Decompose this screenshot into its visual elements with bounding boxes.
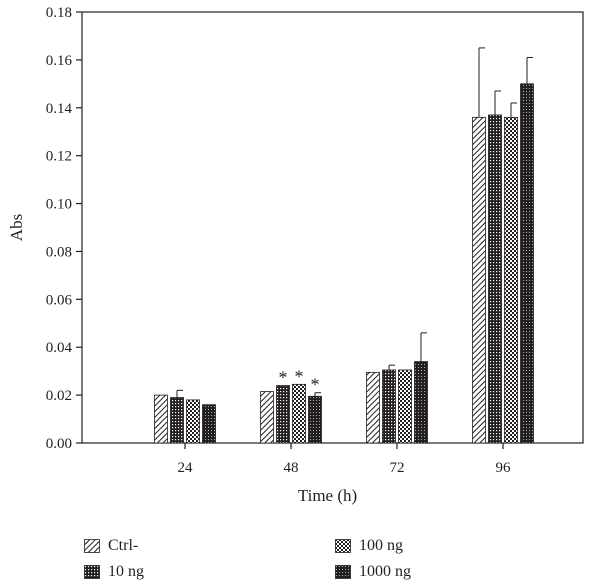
legend: Ctrl- 10 ng [80,535,580,587]
significance-marker: * [311,375,320,395]
bar [276,385,290,444]
bar [472,116,486,444]
y-tick-label: 0.08 [46,244,72,260]
x-tick-label: 48 [284,460,299,476]
legend-swatch [335,539,351,553]
bar [520,83,534,444]
legend-swatch [84,539,100,553]
bar [488,114,502,444]
bar [170,397,184,444]
legend-item: 10 ng [84,561,144,583]
plot-axes [76,11,584,449]
bar [398,369,412,444]
bar [366,371,380,444]
y-tick-label: 0.04 [46,340,73,356]
legend-label: 1000 ng [359,563,411,580]
legend-item: 1000 ng [335,561,411,583]
bar [154,394,168,444]
bar [308,395,322,444]
y-tick-label: 0.10 [46,197,72,213]
y-tick-label: 0.00 [46,436,72,452]
bar-chart: * * * 0.00 0.02 0.04 0.06 0.08 0.10 0.12 0.14 0.16… [7,5,584,505]
bar [260,391,274,444]
y-tick-label: 0.06 [46,292,73,308]
y-tick-label: 0.14 [46,101,73,117]
legend-label: 100 ng [359,537,403,554]
legend-label: 10 ng [108,563,144,580]
y-axis-title: Abs [7,214,26,241]
bar [202,404,216,444]
y-tick-label: 0.12 [46,149,72,165]
bar [414,361,428,444]
legend-swatch [335,565,351,579]
bar [504,116,518,444]
significance-marker: * [295,366,304,386]
x-axis-title: Time (h) [298,486,357,505]
legend-label: Ctrl- [108,537,139,554]
bar [186,399,200,444]
bar [292,383,306,444]
bar-group: * * * [154,47,534,444]
x-tick-label: 96 [496,460,512,476]
legend-item: 100 ng [335,535,403,557]
legend-item: Ctrl- [84,535,138,557]
legend-swatch [84,565,100,579]
y-tick-label: 0.16 [46,53,73,69]
bar [382,369,396,444]
significance-marker: * [279,368,288,388]
y-tick-label: 0.18 [46,5,72,21]
plot-frame [81,11,584,444]
y-tick-label: 0.02 [46,388,72,404]
axis-labels: 0.00 0.02 0.04 0.06 0.08 0.10 0.12 0.14 0.16 0.18… [7,5,511,505]
x-tick-label: 24 [178,460,194,476]
x-tick-label: 72 [390,460,405,476]
